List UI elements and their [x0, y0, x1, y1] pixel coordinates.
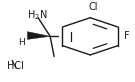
- Text: HCl: HCl: [7, 61, 24, 71]
- Text: H$_2$N: H$_2$N: [27, 8, 47, 21]
- Text: H: H: [18, 38, 25, 47]
- Text: F: F: [124, 31, 130, 41]
- Polygon shape: [27, 32, 50, 39]
- Text: Cl: Cl: [88, 2, 98, 12]
